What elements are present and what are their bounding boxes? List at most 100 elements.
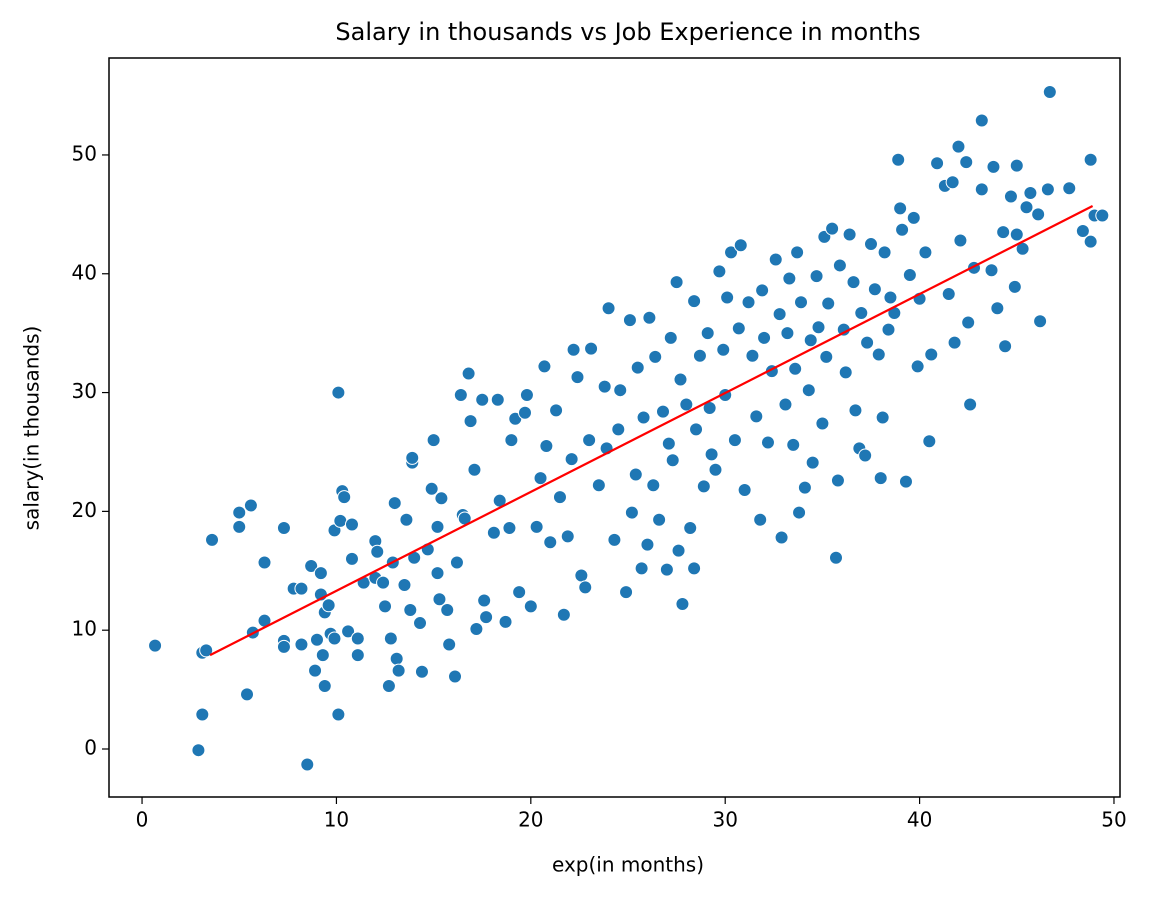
scatter-point [961,315,976,330]
scatter-point [679,397,694,412]
scatter-point [665,453,680,468]
scatter-point [825,221,840,236]
scatter-point [860,335,875,350]
scatter-point [757,330,772,345]
scatter-point [1031,207,1046,222]
scatter-point [671,543,686,558]
scatter-point [659,562,674,577]
scatter-point [552,490,567,505]
scatter-point [1009,158,1024,173]
scatter-point [689,422,704,437]
scatter-point [378,599,393,614]
scatter-point [924,347,939,362]
y-tick-label: 40 [72,260,97,284]
x-tick-label: 30 [712,808,737,832]
scatter-point [731,321,746,336]
scatter-point [655,404,670,419]
scatter-point [805,455,820,470]
scatter-point [294,581,309,596]
scatter-point [613,383,628,398]
scatter-point [910,359,925,374]
scatter-point [801,383,816,398]
scatter-point [453,387,468,402]
scatter-point [537,359,552,374]
y-tick-label: 50 [72,141,97,165]
scatter-point [951,139,966,154]
scatter-point [819,349,834,364]
scatter-point [755,283,770,298]
scatter-point [414,664,429,679]
scatter-point [902,267,917,282]
scatter-point [321,598,336,613]
scatter-point [984,263,999,278]
scatter-point [782,271,797,286]
scatter-point [397,578,412,593]
scatter-point [811,320,826,335]
scatter-point [490,392,505,407]
scatter-point [778,397,793,412]
scatter-point [308,663,323,678]
scatter-point [842,227,857,242]
scatter-point [387,496,402,511]
scatter-point [370,544,385,559]
x-tick-label: 50 [1101,808,1126,832]
scatter-point [803,333,818,348]
scatter-point [922,434,937,449]
scatter-point [646,478,661,493]
scatter-point [838,365,853,380]
scatter-point [930,156,945,171]
scatter-point [504,433,519,448]
scatter-point [300,757,315,772]
scatter-point [720,290,735,305]
scatter-point [591,478,606,493]
chart-title: Salary in thousands vs Job Experience in… [335,18,920,46]
scatter-point [863,237,878,252]
scatter-point [1023,185,1038,200]
y-tick-label: 0 [84,736,97,760]
scatter-point [768,252,783,267]
scatter-point [996,225,1011,240]
scatter-point [257,555,272,570]
scatter-point [327,631,342,646]
scatter-point [774,530,789,545]
scatter-point [959,155,974,170]
scatter-point [875,410,890,425]
scatter-point [350,648,365,663]
scatter-point [700,326,715,341]
scatter-point [986,159,1001,174]
scatter-point [1040,182,1055,197]
scatter-point [240,687,255,702]
scatter-point [570,370,585,385]
axes-frame [108,57,1121,798]
scatter-point [794,295,809,310]
scatter-point [891,152,906,167]
scatter-point [877,245,892,260]
scatter-point [1095,208,1110,223]
scatter-point [712,264,727,279]
scatter-point [331,385,346,400]
scatter-point [403,602,418,617]
scatter-point [1062,181,1077,196]
scatter-point [469,622,484,637]
scatter-point [906,210,921,225]
scatter-point [529,519,544,534]
scatter-point [622,313,637,328]
scatter-point [440,602,455,617]
scatter-point [381,679,396,694]
scatter-point [716,342,731,357]
scatter-point [560,529,575,544]
scatter-point [1007,279,1022,294]
scatter-point [148,638,163,653]
scatter-point [276,521,291,536]
scatter-point [953,233,968,248]
scatter-point [642,310,657,325]
scatter-point [867,282,882,297]
scatter-point [601,301,616,316]
scatter-point [648,349,663,364]
scatter-point [430,519,445,534]
scatter-point [1009,227,1024,242]
scatter-point [539,439,554,454]
scatter-point [737,482,752,497]
scatter-point [745,348,760,363]
